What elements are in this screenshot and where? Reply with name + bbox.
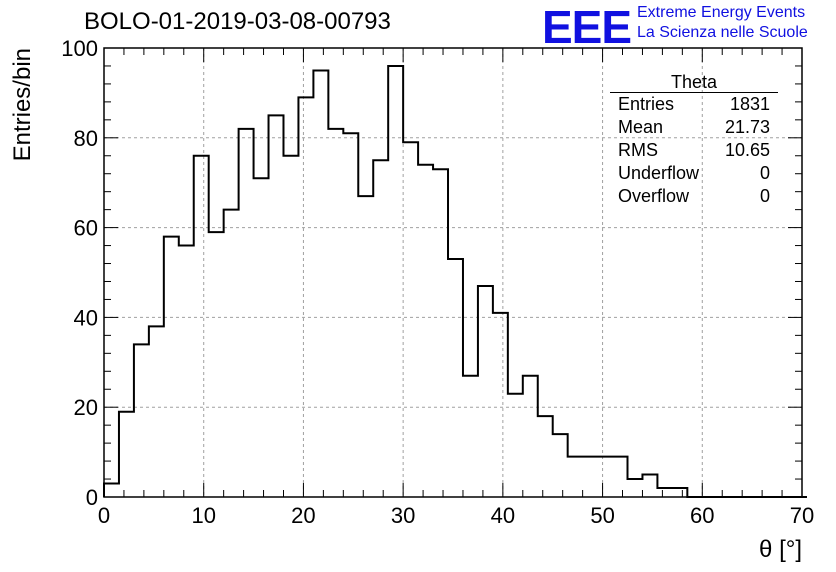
histogram-bin [269, 115, 284, 497]
x-tick-label: 70 [790, 503, 814, 528]
stats-value: 1831 [729, 94, 770, 114]
histogram-bin [283, 156, 298, 497]
plot-frame [103, 47, 803, 498]
x-tick-label: 60 [690, 503, 714, 528]
histogram-bin [239, 129, 254, 497]
histogram-bin [433, 169, 448, 497]
y-tick-label: 20 [74, 395, 98, 420]
histogram-bin [164, 237, 179, 497]
histogram-bin [254, 178, 269, 497]
histogram-bin [119, 412, 134, 497]
x-tick-label: 30 [391, 503, 415, 528]
eee-logo: EEE [542, 1, 632, 53]
histogram-bin [134, 344, 149, 497]
stats-value: 10.65 [724, 140, 770, 160]
chart-title: BOLO-01-2019-03-08-00793 [84, 8, 391, 35]
histogram-bin [538, 416, 553, 497]
y-axis-label: Entries/bin [9, 48, 36, 161]
stats-label: Underflow [618, 163, 700, 183]
histogram-bin [583, 457, 598, 497]
histogram-outline [103, 64, 807, 498]
histogram-bin [553, 434, 568, 497]
histogram-bin [328, 129, 343, 497]
stats-label: Mean [618, 117, 664, 137]
histogram-bin [598, 457, 613, 497]
histogram-bin [672, 488, 687, 497]
stats-label: Overflow [618, 186, 690, 206]
histogram-bin [613, 457, 628, 497]
y-tick-label: 60 [74, 216, 98, 241]
org-name-line1: Extreme Energy Events [637, 4, 806, 21]
histogram-bin [568, 457, 583, 497]
x-tick-label: 10 [191, 503, 215, 528]
histogram-bin [149, 326, 164, 497]
y-tick-label: 100 [61, 36, 98, 61]
x-tick-label: 0 [98, 503, 110, 528]
histogram-bin [224, 210, 239, 497]
stats-row-rms: RMS 10.65 [610, 139, 778, 162]
y-tick-label: 80 [74, 126, 98, 151]
stats-label: RMS [618, 140, 658, 160]
histogram-bin [523, 376, 538, 497]
x-tick-label: 20 [291, 503, 315, 528]
histogram-bin [388, 66, 403, 497]
histogram-bin [194, 156, 209, 497]
histogram-bin [179, 246, 194, 497]
stats-row-entries: Entries 1831 [610, 93, 778, 116]
histogram-bin [508, 394, 523, 497]
x-tick-label: 40 [491, 503, 515, 528]
org-name-line2: La Scienza nelle Scuole [637, 24, 808, 41]
histogram-bin [493, 313, 508, 497]
x-axis-label: θ [°] [759, 536, 802, 563]
histogram-bin [104, 484, 119, 497]
histogram-bin [358, 196, 373, 497]
histogram-bin [298, 97, 313, 497]
stats-row-underflow: Underflow 0 [610, 162, 778, 185]
histogram-bin [343, 133, 358, 497]
y-tick-label: 0 [86, 485, 98, 510]
stats-value: 21.73 [724, 117, 770, 137]
x-tick-label: 50 [590, 503, 614, 528]
stats-row-overflow: Overflow 0 [610, 185, 778, 208]
histogram-bin [313, 70, 328, 497]
histogram-bin [642, 475, 657, 497]
histogram-bin [403, 142, 418, 497]
stats-title: Theta [610, 72, 778, 93]
y-tick-label: 40 [74, 305, 98, 330]
histogram-bin [209, 232, 224, 497]
stats-label: Entries [618, 94, 675, 114]
histogram-bin [448, 259, 463, 497]
histogram-bin [628, 479, 643, 497]
stats-row-mean: Mean 21.73 [610, 116, 778, 139]
histogram-bin [418, 165, 433, 497]
histogram-bin [373, 160, 388, 497]
stats-value: 0 [759, 186, 770, 206]
stats-value: 0 [759, 163, 770, 183]
stats-box: Theta Entries 1831 Mean 21.73 RMS 10.65 … [610, 72, 778, 208]
histogram-bin [463, 376, 478, 497]
histogram-bin [657, 488, 672, 497]
